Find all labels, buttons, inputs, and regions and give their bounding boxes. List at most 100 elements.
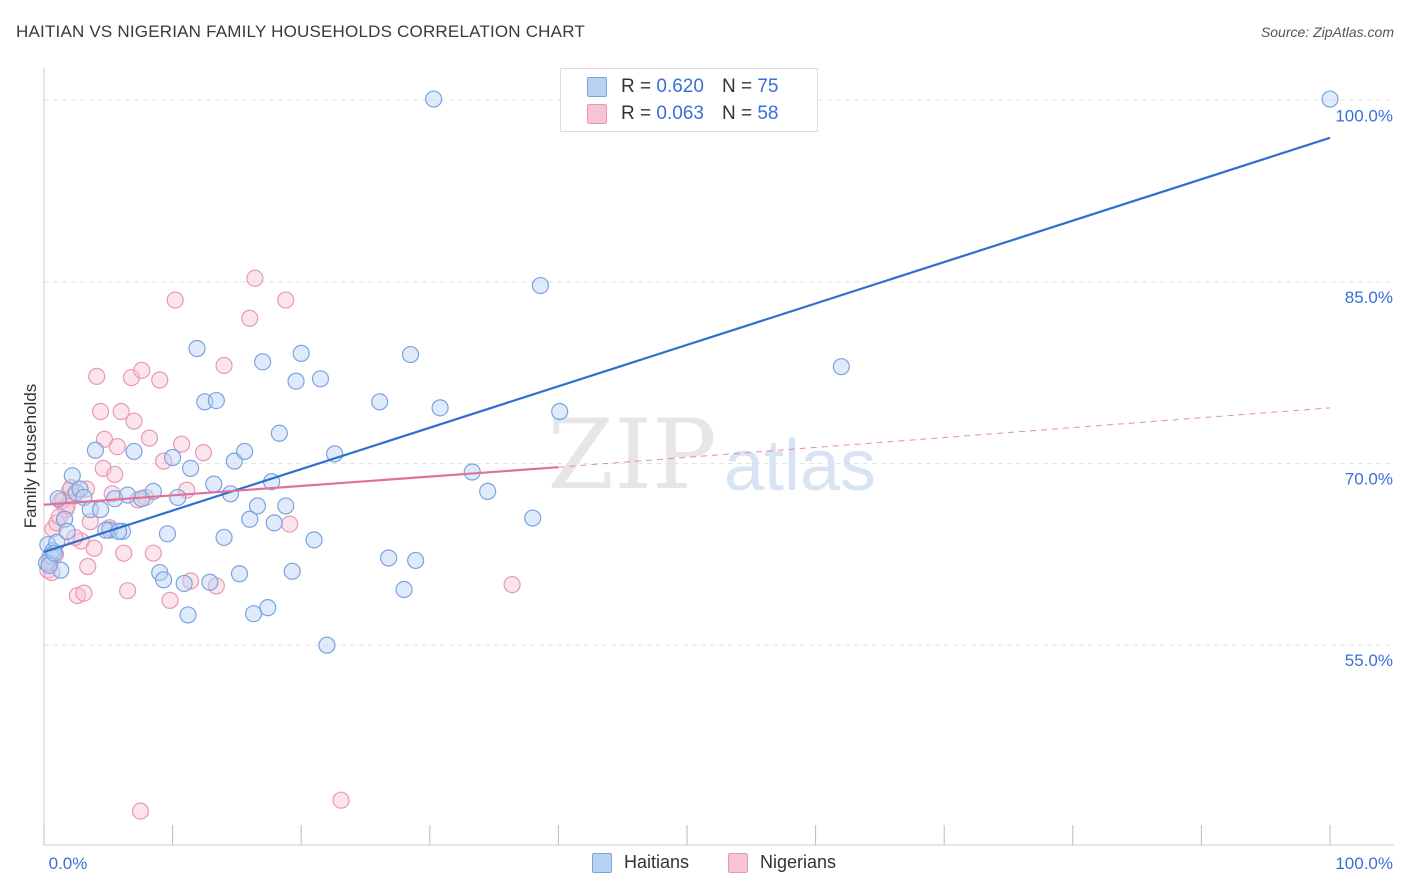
legend-label-nigerians: Nigerians xyxy=(760,852,837,872)
nigerians-points xyxy=(39,269,521,820)
nigerian-point xyxy=(140,429,159,447)
nigerian-point xyxy=(154,452,173,470)
haitian-point xyxy=(169,488,187,507)
trend-lines xyxy=(43,136,1331,554)
nigerian-point xyxy=(75,584,93,602)
nigerian-point xyxy=(112,402,130,421)
haitians-swatch xyxy=(587,77,607,97)
n-value: 75 xyxy=(757,76,779,97)
haitian-point xyxy=(395,580,413,599)
x-tick-label-right: 100.0% xyxy=(1335,854,1393,873)
haitian-point xyxy=(118,486,137,504)
r-label: R = xyxy=(621,76,652,97)
nigerian-point xyxy=(161,591,179,609)
haitian-point xyxy=(205,475,223,493)
haitian-point xyxy=(201,573,219,591)
haitian-point xyxy=(305,531,323,549)
haitian-point xyxy=(58,522,76,540)
haitian-point xyxy=(832,358,850,376)
nigerian-point xyxy=(194,444,213,462)
haitian-point xyxy=(265,514,283,532)
haitian-point xyxy=(551,402,569,421)
haitian-point xyxy=(254,353,272,371)
haitian-point xyxy=(1321,90,1339,108)
nigerians-trend-line xyxy=(43,466,559,506)
nigerian-point xyxy=(241,309,259,327)
y-tick-label: 70.0% xyxy=(1345,470,1393,489)
haitian-point xyxy=(292,344,310,362)
n-value: 58 xyxy=(757,103,779,124)
haitian-point xyxy=(380,549,398,567)
legend-row-nigerians: R = 0.063 N = 58 xyxy=(587,102,778,126)
haitian-point xyxy=(215,528,233,547)
nigerians-swatch xyxy=(587,104,607,124)
haitians-trend-line xyxy=(43,136,1331,554)
x-tick-label-left: 0.0% xyxy=(49,854,88,873)
watermark: ZIP atlas xyxy=(547,399,876,511)
correlation-legend: R = 0.620 N = 75 R = 0.063 N = 58 xyxy=(560,68,818,132)
nigerian-point xyxy=(108,438,126,456)
haitian-point xyxy=(154,571,173,589)
haitian-point xyxy=(431,399,449,417)
haitian-point xyxy=(158,525,177,543)
nigerian-point xyxy=(144,544,162,562)
haitian-point xyxy=(283,562,301,580)
nigerian-point xyxy=(88,367,106,385)
haitian-point xyxy=(236,442,254,461)
haitians-points xyxy=(37,90,1339,654)
nigerian-point xyxy=(166,291,184,309)
haitian-point xyxy=(531,276,549,295)
haitian-point xyxy=(86,441,105,459)
axes xyxy=(43,68,1394,846)
y-axis-title: Family Households xyxy=(21,384,40,529)
haitian-point xyxy=(63,467,81,485)
nigerian-point xyxy=(246,269,264,287)
nigerian-point xyxy=(133,361,151,379)
grid-lines xyxy=(44,99,1394,646)
n-label: N = xyxy=(721,103,753,124)
haitian-point xyxy=(164,448,182,467)
y-tick-label: 100.0% xyxy=(1335,106,1393,125)
legend-item-nigerians[interactable]: Nigerians xyxy=(728,852,836,873)
haitian-point xyxy=(245,605,263,623)
haitian-point xyxy=(318,636,336,654)
haitian-point xyxy=(179,606,197,624)
haitian-point xyxy=(241,510,259,528)
nigerians-swatch xyxy=(728,852,748,873)
haitian-point xyxy=(175,574,193,593)
watermark-zip: ZIP xyxy=(547,399,716,511)
nigerian-point xyxy=(215,356,233,375)
nigerian-point xyxy=(281,515,299,533)
haitian-point xyxy=(207,391,225,410)
haitian-point xyxy=(248,497,267,515)
series-legend: Haitians Nigerians xyxy=(0,850,1406,878)
nigerian-point xyxy=(503,576,521,594)
haitian-point xyxy=(401,345,420,364)
nigerian-point xyxy=(118,582,137,600)
haitian-point xyxy=(425,90,443,108)
nigerian-point xyxy=(91,402,110,421)
haitian-point xyxy=(287,372,305,390)
nigerian-point xyxy=(131,802,150,820)
haitian-point xyxy=(259,599,277,617)
nigerian-point xyxy=(115,544,133,562)
haitian-point xyxy=(71,480,89,498)
nigerians-trend-extension xyxy=(558,407,1331,468)
haitian-point xyxy=(479,482,497,501)
haitian-point xyxy=(311,370,330,388)
haitian-point xyxy=(188,339,206,358)
haitian-point xyxy=(277,497,295,515)
source-label: Source: ZipAtlas.com xyxy=(1260,24,1394,40)
nigerian-point xyxy=(79,557,97,576)
haitian-point xyxy=(230,565,249,583)
haitian-point xyxy=(524,509,542,527)
y-tick-label: 55.0% xyxy=(1345,651,1393,670)
nigerian-point xyxy=(332,791,350,809)
haitian-point xyxy=(270,424,288,442)
haitian-point xyxy=(125,442,143,461)
nigerian-point xyxy=(151,371,169,389)
legend-label-haitians: Haitians xyxy=(624,852,690,872)
nigerian-point xyxy=(173,435,191,453)
legend-item-haitians[interactable]: Haitians xyxy=(592,852,689,873)
